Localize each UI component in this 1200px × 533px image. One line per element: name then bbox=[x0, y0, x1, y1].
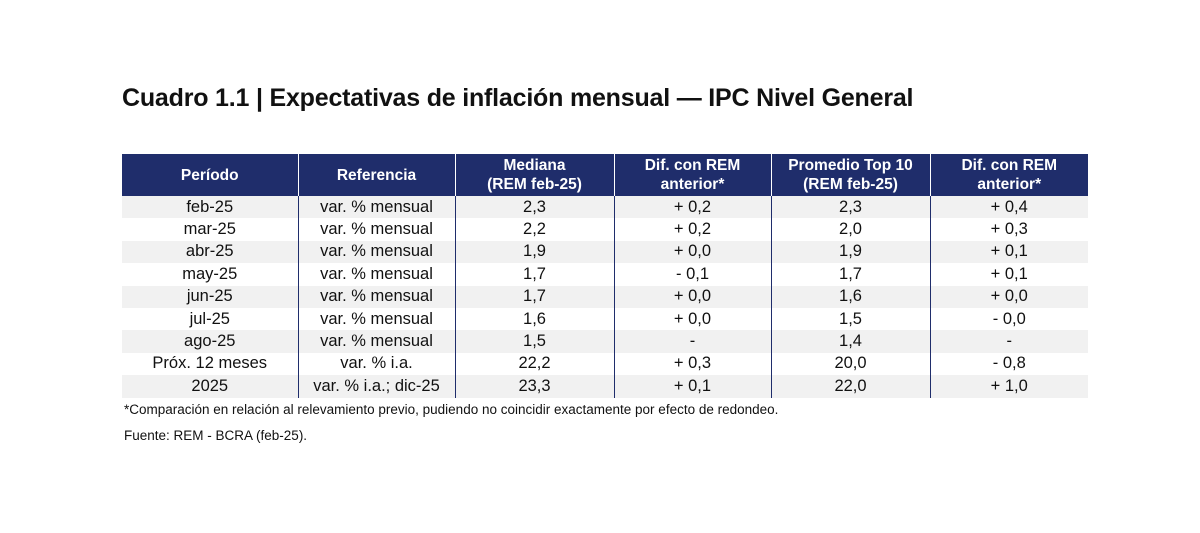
cell-referencia: var. % mensual bbox=[297, 218, 455, 241]
header-line: (REM feb-25) bbox=[803, 176, 898, 193]
cell-promedio-top10: 2,0 bbox=[770, 218, 930, 241]
header-referencia: Referencia bbox=[297, 154, 455, 196]
table-row: may-25 var. % mensual 1,7 - 0,1 1,7 + 0,… bbox=[122, 263, 1088, 286]
cell-mediana: 23,3 bbox=[454, 375, 614, 398]
cell-mediana: 1,7 bbox=[454, 263, 614, 286]
cell-promedio-top10: 1,9 bbox=[770, 240, 930, 264]
cell-mediana: 2,3 bbox=[454, 196, 614, 219]
header-promedio-top10: Promedio Top 10 (REM feb-25) bbox=[770, 154, 930, 196]
cell-periodo: 2025 bbox=[122, 375, 298, 398]
cell-periodo: Próx. 12 meses bbox=[122, 352, 298, 376]
cell-mediana: 1,9 bbox=[454, 240, 614, 264]
cell-dif-top10: + 1,0 bbox=[929, 375, 1088, 398]
source-note: Fuente: REM - BCRA (feb-25). bbox=[124, 428, 308, 443]
table-row: Próx. 12 meses var. % i.a. 22,2 + 0,3 20… bbox=[122, 352, 1088, 376]
cell-dif-mediana: + 0,1 bbox=[613, 375, 771, 398]
cell-mediana: 1,5 bbox=[454, 330, 614, 353]
cell-dif-top10: + 0,1 bbox=[929, 240, 1088, 264]
cell-periodo: mar-25 bbox=[122, 218, 298, 241]
cell-dif-mediana: + 0,0 bbox=[613, 285, 771, 308]
cell-periodo: jun-25 bbox=[122, 285, 298, 308]
cell-promedio-top10: 1,7 bbox=[770, 263, 930, 286]
cell-dif-top10: + 0,0 bbox=[929, 285, 1088, 308]
cell-promedio-top10: 1,4 bbox=[770, 330, 930, 353]
header-mediana: Mediana (REM feb-25) bbox=[454, 154, 614, 196]
cell-periodo: ago-25 bbox=[122, 330, 298, 353]
cell-dif-mediana: + 0,2 bbox=[613, 218, 771, 241]
cell-referencia: var. % mensual bbox=[297, 307, 455, 331]
header-line: Dif. con REM bbox=[644, 157, 741, 174]
cell-periodo: feb-25 bbox=[122, 196, 298, 219]
cell-referencia: var. % mensual bbox=[297, 285, 455, 308]
cell-referencia: var. % mensual bbox=[297, 240, 455, 264]
cell-periodo: jul-25 bbox=[122, 307, 298, 331]
cell-periodo: may-25 bbox=[122, 263, 298, 286]
header-line: anterior* bbox=[660, 176, 725, 193]
cell-mediana: 1,7 bbox=[454, 285, 614, 308]
cell-dif-top10: - 0,0 bbox=[929, 307, 1088, 331]
cell-referencia: var. % i.a. bbox=[297, 352, 455, 376]
cell-mediana: 2,2 bbox=[454, 218, 614, 241]
cell-dif-top10: + 0,3 bbox=[929, 218, 1088, 241]
cell-referencia: var. % mensual bbox=[297, 263, 455, 286]
cell-dif-mediana: + 0,2 bbox=[613, 196, 771, 219]
table-row: 2025 var. % i.a.; dic-25 23,3 + 0,1 22,0… bbox=[122, 375, 1088, 398]
table-row: jul-25 var. % mensual 1,6 + 0,0 1,5 - 0,… bbox=[122, 307, 1088, 331]
cell-mediana: 22,2 bbox=[454, 352, 614, 376]
cell-dif-mediana: + 0,3 bbox=[613, 352, 771, 376]
table-title: Cuadro 1.1 | Expectativas de inflación m… bbox=[122, 84, 914, 112]
cell-periodo: abr-25 bbox=[122, 240, 298, 264]
header-line: (REM feb-25) bbox=[487, 176, 582, 193]
cell-dif-mediana: - bbox=[613, 330, 771, 353]
header-line: Promedio Top 10 bbox=[788, 157, 913, 174]
cell-dif-mediana: + 0,0 bbox=[613, 240, 771, 264]
cell-promedio-top10: 2,3 bbox=[770, 196, 930, 219]
table-row: abr-25 var. % mensual 1,9 + 0,0 1,9 + 0,… bbox=[122, 240, 1088, 264]
cell-dif-top10: + 0,4 bbox=[929, 196, 1088, 219]
header-dif-top10: Dif. con REM anterior* bbox=[929, 154, 1088, 196]
cell-referencia: var. % mensual bbox=[297, 196, 455, 219]
cell-dif-mediana: - 0,1 bbox=[613, 263, 771, 286]
table-header-row: Período Referencia Mediana (REM feb-25) … bbox=[122, 154, 1088, 196]
footnote: *Comparación en relación al relevamiento… bbox=[124, 402, 779, 417]
cell-referencia: var. % i.a.; dic-25 bbox=[297, 375, 455, 398]
header-line: Mediana bbox=[503, 157, 566, 174]
header-periodo: Período bbox=[122, 154, 298, 196]
header-line: anterior* bbox=[977, 176, 1042, 193]
table-row: mar-25 var. % mensual 2,2 + 0,2 2,0 + 0,… bbox=[122, 218, 1088, 241]
cell-dif-top10: - bbox=[929, 330, 1088, 353]
inflation-expectations-table: Período Referencia Mediana (REM feb-25) … bbox=[122, 154, 1088, 398]
cell-dif-top10: - 0,8 bbox=[929, 352, 1088, 376]
header-line: Referencia bbox=[336, 166, 417, 184]
cell-promedio-top10: 1,5 bbox=[770, 307, 930, 331]
table-row: ago-25 var. % mensual 1,5 - 1,4 - bbox=[122, 330, 1088, 353]
table-row: jun-25 var. % mensual 1,7 + 0,0 1,6 + 0,… bbox=[122, 285, 1088, 308]
header-line: Dif. con REM bbox=[961, 157, 1058, 174]
header-dif-mediana: Dif. con REM anterior* bbox=[613, 154, 771, 196]
cell-mediana: 1,6 bbox=[454, 307, 614, 331]
cell-promedio-top10: 20,0 bbox=[770, 352, 930, 376]
table-row: feb-25 var. % mensual 2,3 + 0,2 2,3 + 0,… bbox=[122, 196, 1088, 219]
cell-promedio-top10: 22,0 bbox=[770, 375, 930, 398]
cell-dif-top10: + 0,1 bbox=[929, 263, 1088, 286]
cell-promedio-top10: 1,6 bbox=[770, 285, 930, 308]
cell-dif-mediana: + 0,0 bbox=[613, 307, 771, 331]
cell-referencia: var. % mensual bbox=[297, 330, 455, 353]
header-line: Período bbox=[180, 166, 239, 184]
